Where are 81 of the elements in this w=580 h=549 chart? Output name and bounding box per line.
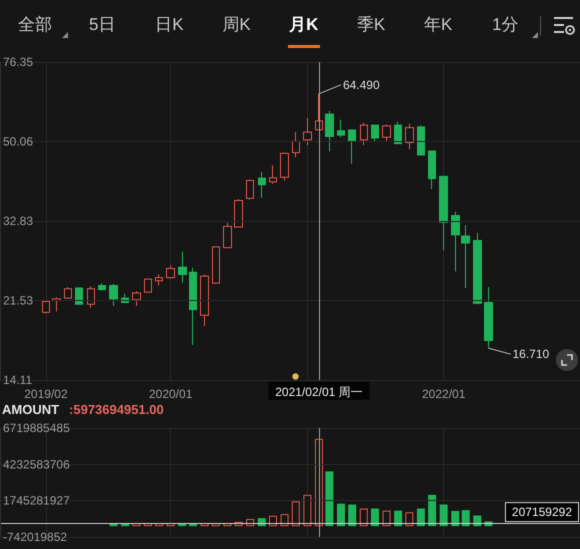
candlestick bbox=[417, 124, 425, 156]
y-tick-label: 14.11 bbox=[3, 373, 32, 387]
candlestick bbox=[258, 171, 266, 198]
candlestick bbox=[64, 286, 72, 300]
bar bbox=[394, 510, 402, 526]
candlestick bbox=[303, 118, 312, 146]
candlestick bbox=[109, 283, 118, 307]
y-tick-label: 21.53 bbox=[3, 293, 34, 308]
candlestick bbox=[292, 132, 300, 158]
candlestick bbox=[200, 274, 209, 326]
text: 日K bbox=[155, 14, 184, 36]
bar bbox=[336, 504, 345, 526]
chart-title: AMOUNT bbox=[2, 402, 60, 417]
candlestick bbox=[405, 123, 414, 150]
candlestick bbox=[280, 152, 289, 181]
candlestick bbox=[325, 110, 334, 152]
bar bbox=[303, 494, 312, 526]
candlestick bbox=[212, 246, 220, 284]
annotation: 16.710 bbox=[512, 347, 550, 362]
y-tick-label: 1745281927 bbox=[3, 494, 70, 508]
bar bbox=[325, 471, 334, 526]
annotation: 64.490 bbox=[342, 78, 380, 92]
candlestick bbox=[461, 224, 470, 288]
x-tick-label: 2020/01 bbox=[148, 387, 193, 401]
text: 季K bbox=[356, 14, 386, 36]
text: 月K bbox=[289, 14, 318, 36]
candlestick bbox=[223, 222, 232, 249]
bar bbox=[405, 512, 414, 526]
y-tick-label: 6719885485 bbox=[3, 421, 70, 435]
candlestick bbox=[75, 286, 83, 305]
candlestick bbox=[155, 274, 163, 286]
candlestick bbox=[87, 286, 95, 308]
bar bbox=[348, 504, 356, 526]
candlestick bbox=[348, 129, 356, 164]
bar bbox=[370, 508, 379, 526]
bar bbox=[382, 510, 391, 526]
candlestick bbox=[269, 164, 277, 184]
candlestick bbox=[189, 267, 197, 346]
bar bbox=[292, 501, 300, 526]
candlestick bbox=[98, 282, 106, 291]
bar bbox=[360, 508, 368, 526]
y-tick-label: 32.83 bbox=[3, 214, 34, 228]
bar bbox=[280, 514, 289, 526]
candlestick bbox=[144, 278, 152, 293]
text: 周K bbox=[222, 14, 251, 36]
candlestick bbox=[315, 93, 323, 131]
text: 全部 bbox=[18, 14, 52, 36]
candlestick bbox=[121, 293, 129, 303]
y-tick-label: 4232583706 bbox=[3, 457, 70, 472]
ref-line-label: 2021/02/01 周一 bbox=[275, 385, 363, 399]
candlestick bbox=[439, 175, 448, 251]
bar bbox=[451, 510, 460, 526]
candlestick bbox=[394, 121, 402, 144]
y-tick-label: 50.06 bbox=[3, 134, 34, 148]
candlestick bbox=[484, 286, 493, 349]
text: 1分 bbox=[492, 14, 519, 36]
y-tick-label: -742019852 bbox=[3, 530, 68, 544]
bar bbox=[428, 494, 436, 526]
x-tick-label: 2019/02 bbox=[24, 387, 68, 401]
candlestick bbox=[382, 124, 391, 142]
candlestick bbox=[473, 232, 482, 305]
candlestick bbox=[178, 251, 187, 283]
candlestick bbox=[132, 290, 141, 307]
candlestick bbox=[246, 179, 254, 200]
bar bbox=[440, 504, 448, 526]
chart-subtitle: :5973694951.00 bbox=[69, 402, 164, 417]
y-tick-label: 76.35 bbox=[3, 55, 34, 69]
candlestick bbox=[42, 300, 50, 314]
x-tick-label: 2022/01 bbox=[422, 387, 466, 401]
text: 年K bbox=[424, 14, 452, 36]
candlestick bbox=[428, 150, 436, 190]
candlestick bbox=[360, 122, 368, 146]
candlestick bbox=[451, 211, 460, 272]
ref-line-label: 207159292 bbox=[512, 505, 572, 520]
candlestick bbox=[337, 119, 345, 138]
bar bbox=[416, 508, 425, 526]
candlestick bbox=[234, 198, 243, 228]
bar bbox=[462, 510, 470, 526]
candlestick bbox=[371, 124, 379, 143]
candlestick bbox=[166, 265, 175, 279]
text: 5日 bbox=[88, 14, 116, 36]
